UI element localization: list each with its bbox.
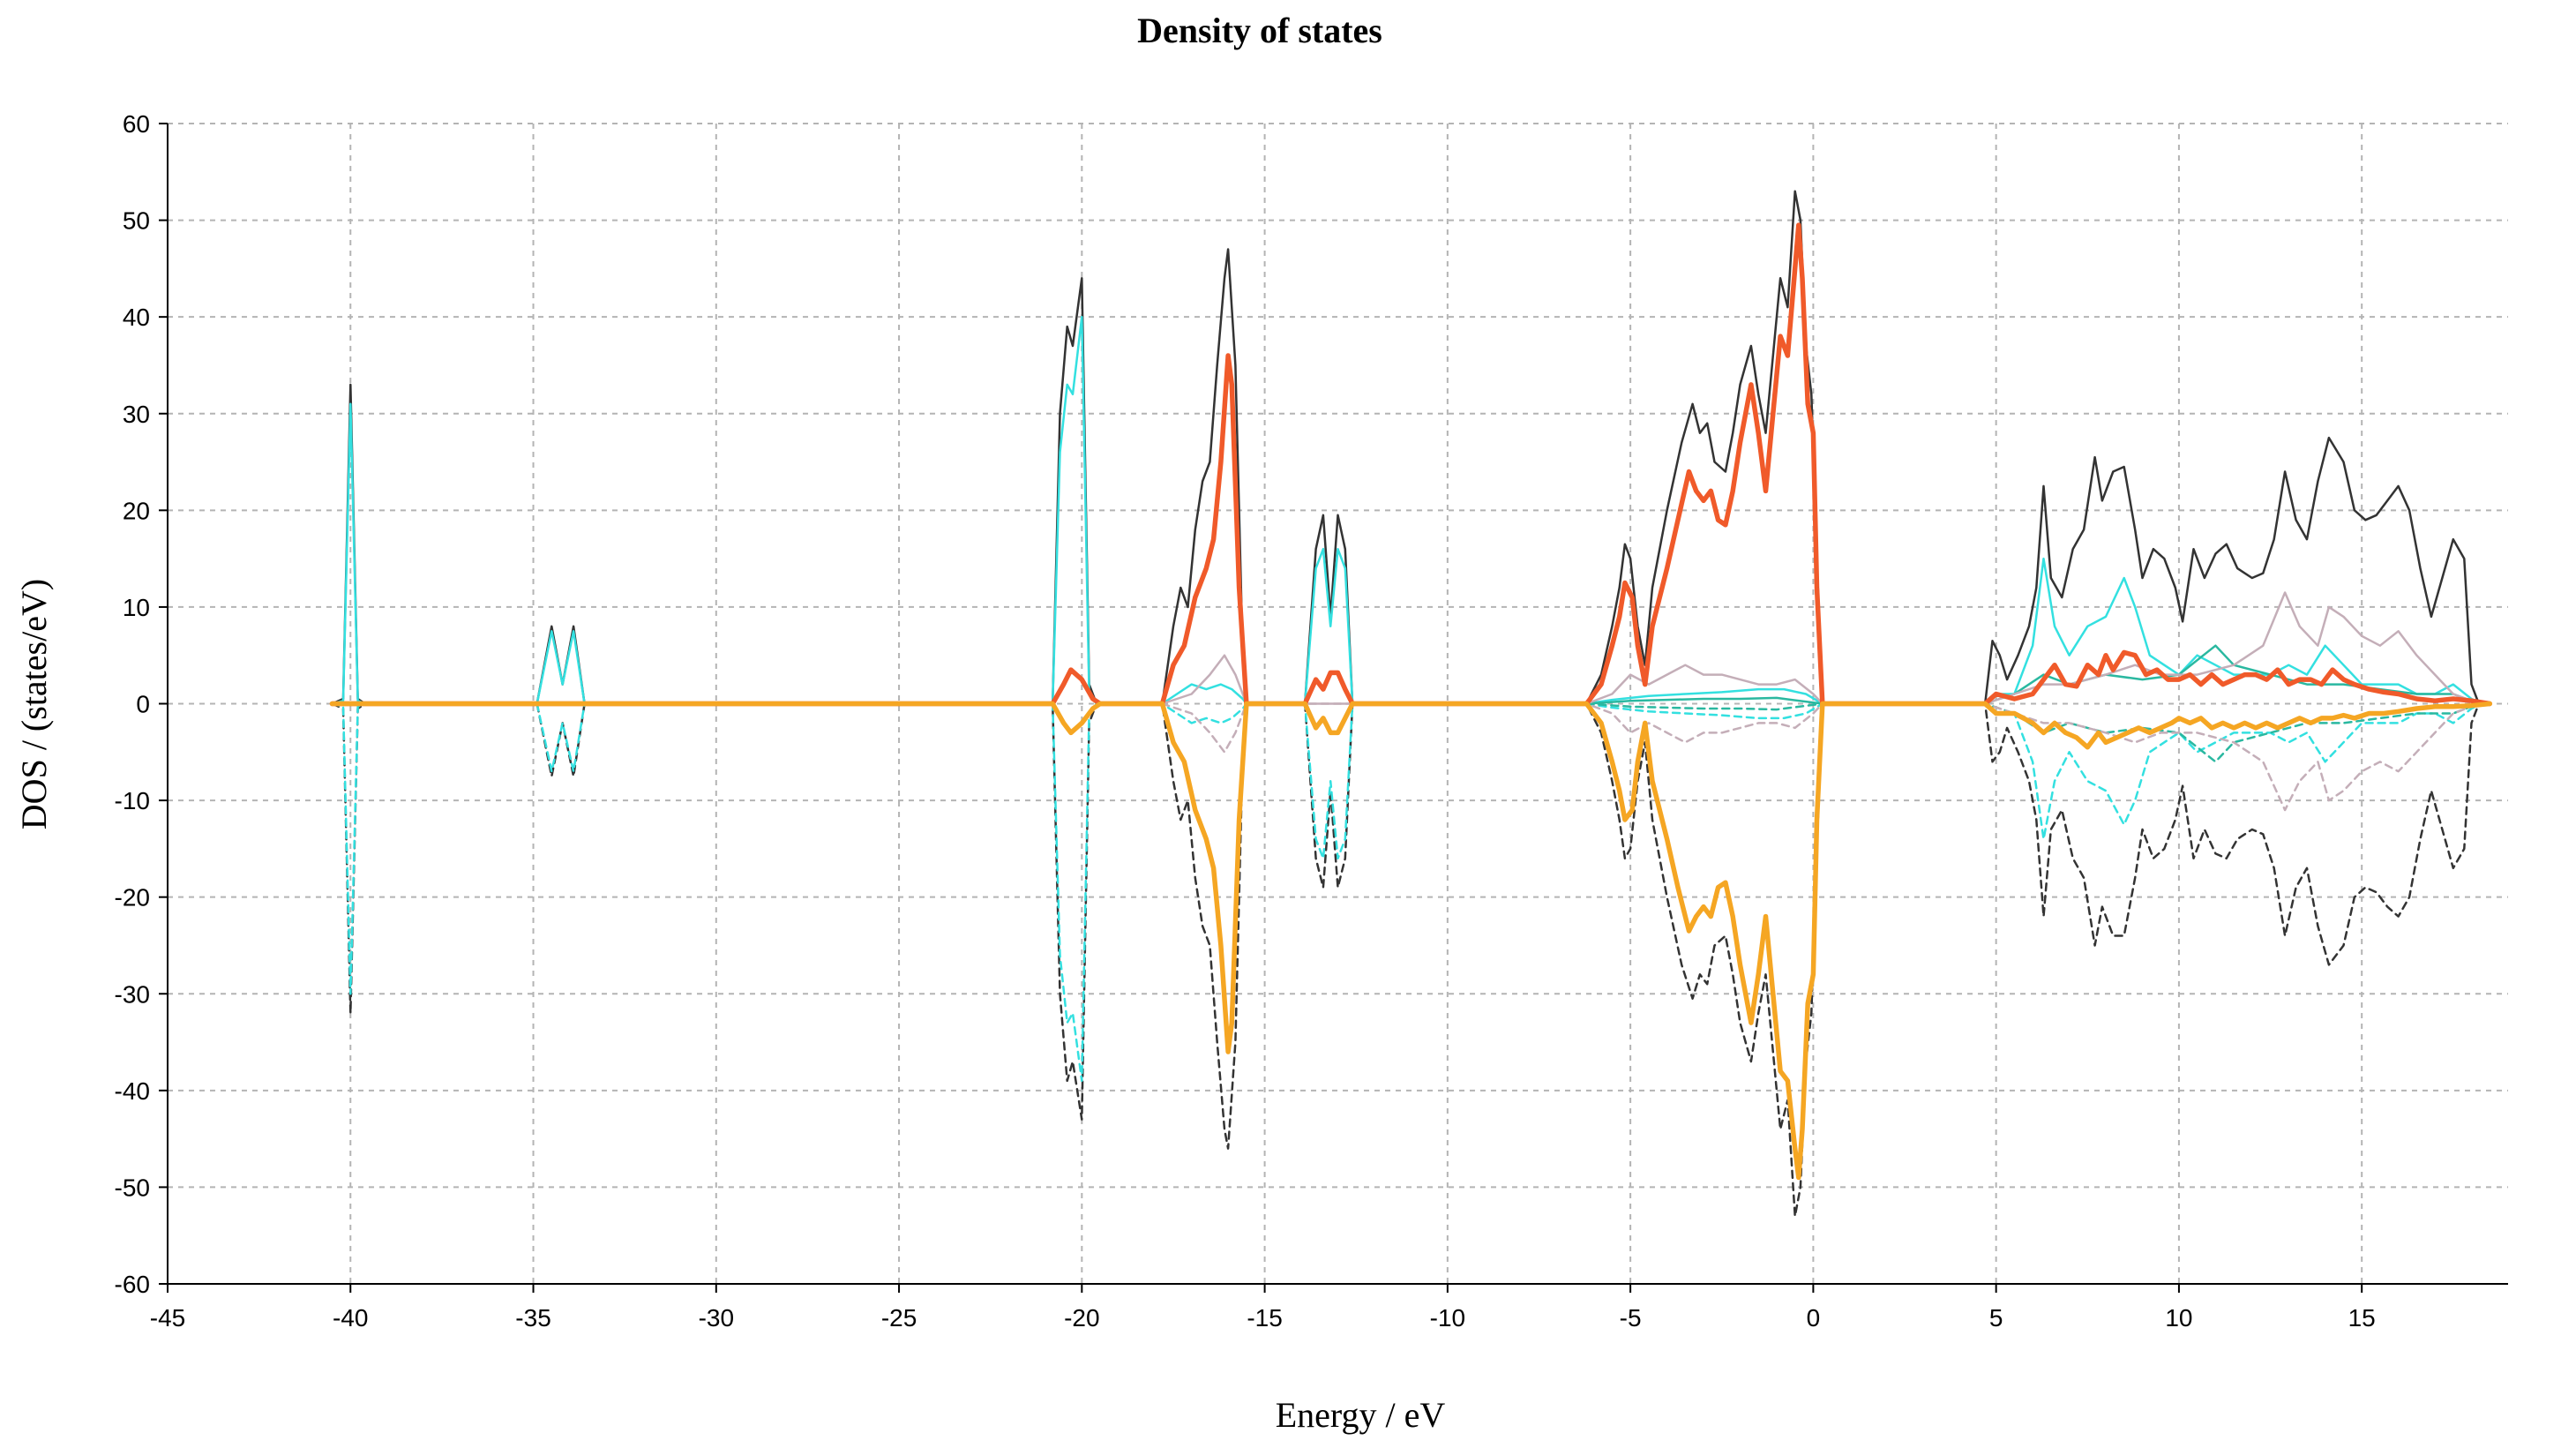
y-tick-label: -60 (115, 1271, 150, 1298)
y-tick-label: 40 (123, 304, 150, 331)
y-tick-label: 0 (136, 691, 150, 718)
x-tick-label: -20 (1064, 1304, 1099, 1332)
y-tick-labels: 60 50 40 30 20 10 0 -10 -20 -30 -40 -50 -60 (115, 110, 150, 1298)
y-axis-label: DOS / (states/eV) (14, 579, 54, 829)
series-total-down (331, 702, 2491, 1218)
series-projected-down (329, 701, 2493, 1181)
x-tick-label: -30 (699, 1304, 734, 1332)
series-partial-teal-down (1585, 702, 2481, 763)
y-tick-label: -10 (115, 787, 150, 814)
x-tick-label: -10 (1430, 1304, 1465, 1332)
y-tick-label: 20 (123, 497, 150, 524)
y-tick-label: -20 (115, 884, 150, 912)
y-tick-label: 30 (123, 401, 150, 428)
x-tick-label: -45 (150, 1304, 185, 1332)
series-partial-mauve-down (1161, 702, 2481, 812)
grid (168, 123, 2508, 1284)
x-tick-label: -15 (1247, 1304, 1282, 1332)
y-tick-label: -50 (115, 1174, 150, 1201)
series-projected-up (329, 222, 2493, 707)
x-tick-label: -40 (333, 1304, 368, 1332)
x-tick-label: -5 (1620, 1304, 1642, 1332)
x-tick-label: -35 (515, 1304, 550, 1332)
y-tick-label: 60 (123, 110, 150, 138)
x-tick-label: 0 (1807, 1304, 1821, 1332)
series-partial-cyan-down (331, 702, 2484, 1083)
y-tick-label: 50 (123, 207, 150, 235)
y-tick-label: 10 (123, 594, 150, 621)
x-tick-label: 5 (1989, 1304, 2003, 1332)
series-total-up (331, 190, 2491, 705)
axes (159, 123, 2508, 1293)
x-tick-label: -25 (881, 1304, 917, 1332)
x-tick-labels: -45 -40 -35 -30 -25 -20 -15 -10 -5 0 5 10 15 (150, 1304, 2376, 1332)
x-tick-label: 15 (2348, 1304, 2376, 1332)
series-partial-mauve-up (1161, 591, 2481, 705)
y-tick-label: -30 (115, 980, 150, 1008)
x-tick-label: 10 (2165, 1304, 2192, 1332)
x-axis-label: Energy / eV (1276, 1395, 1446, 1435)
series (329, 190, 2493, 1218)
chart-title: Density of states (1137, 11, 1382, 50)
y-tick-label: -40 (115, 1077, 150, 1105)
